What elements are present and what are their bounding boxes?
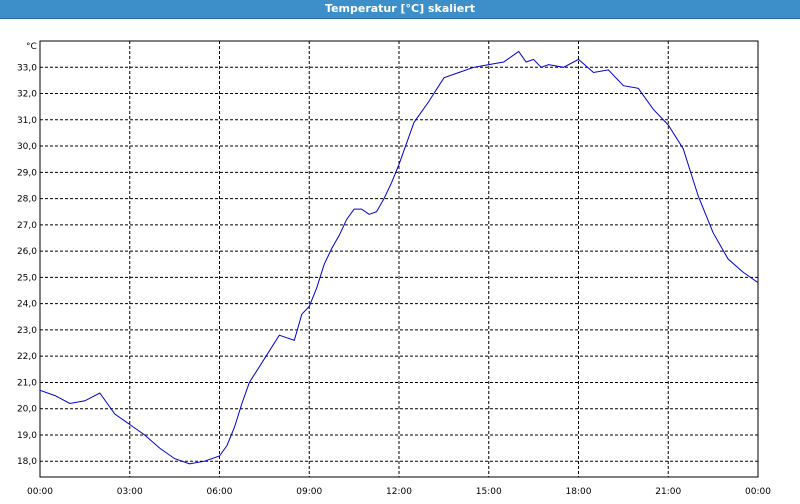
y-tick-label: 32,0 [17, 90, 37, 100]
y-tick-label: 24,0 [17, 300, 37, 310]
x-axis-ticks: 00:0025.06.1903:0025.06.1906:0025.06.190… [27, 487, 771, 497]
y-tick-label: 21,0 [17, 378, 37, 388]
x-tick-time-label: 03:00 [117, 487, 143, 497]
x-tick-time-label: 12:00 [386, 487, 412, 497]
y-tick-label: 18,0 [17, 457, 37, 467]
y-tick-label: 23,0 [17, 326, 37, 336]
y-tick-label: 31,0 [17, 116, 37, 126]
y-tick-label: 25,0 [17, 273, 37, 283]
chart-area: 18,0 19,0 20,0 21,0 22,0 23,0 24,0 25,0 26,0 27,0… [0, 19, 800, 500]
y-tick-label: 22,0 [17, 352, 37, 362]
grid-lines [40, 41, 758, 477]
temperature-line-chart: 18,0 19,0 20,0 21,0 22,0 23,0 24,0 25,0 26,0 27,0… [17, 40, 771, 497]
y-tick-label: 29,0 [17, 168, 37, 178]
x-tick-time-label: 09:00 [296, 487, 322, 497]
y-axis-unit-label: °C [26, 42, 37, 52]
y-tick-label: 27,0 [17, 221, 37, 231]
y-tick-label: 20,0 [17, 405, 37, 415]
x-tick-time-label: 15:00 [476, 487, 502, 497]
y-tick-label: 30,0 [17, 142, 37, 152]
y-tick-label: 28,0 [17, 195, 37, 205]
y-tick-label: 19,0 [17, 431, 37, 441]
x-tick-time-label: 21:00 [655, 487, 681, 497]
x-tick-time-label: 00:00 [745, 487, 771, 497]
y-tick-label: 33,0 [17, 63, 37, 73]
x-tick-time-label: 06:00 [207, 487, 233, 497]
series-line-temperature [39, 50, 759, 465]
x-tick-time-label: 18:00 [566, 487, 592, 497]
chart-window-title: Temperatur [°C] skaliert [0, 0, 800, 19]
y-tick-label: 26,0 [17, 247, 37, 257]
x-tick-time-label: 00:00 [27, 487, 53, 497]
y-axis-ticks: 18,0 19,0 20,0 21,0 22,0 23,0 24,0 25,0 26,0 27,0… [17, 63, 37, 467]
